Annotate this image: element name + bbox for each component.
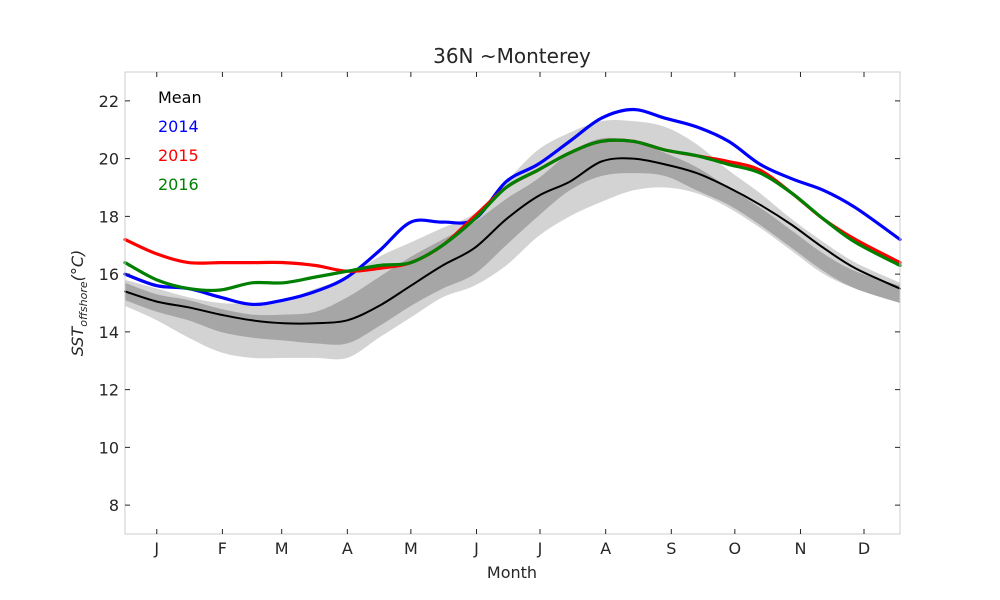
legend-entry-2016: 2016 [158, 175, 199, 194]
y-axis-ticks: 8 10 12 14 16 18 20 22 [99, 92, 900, 515]
series-line-mean [124, 157, 901, 325]
x-tick-label: F [218, 539, 227, 558]
chart-title: 36N ~Monterey [433, 44, 591, 68]
y-tick-label: 18 [99, 207, 119, 226]
x-tick-label: O [729, 539, 742, 558]
y-axis-title-main: SST [68, 326, 87, 357]
y-axis-title-unit: (°C) [68, 250, 87, 282]
x-tick-label: J [537, 539, 543, 558]
y-tick-label: 20 [99, 150, 119, 169]
y-axis-title: SSToffshore(°C) [68, 250, 90, 357]
x-tick-label: A [342, 539, 353, 558]
y-tick-label: 12 [99, 381, 119, 400]
series-line-2016 [123, 138, 902, 293]
legend-entry-mean: Mean [158, 88, 202, 107]
x-tick-label: S [666, 539, 676, 558]
y-axis-title-subscript: offshore [77, 281, 90, 327]
y-tick-label: 8 [109, 496, 119, 515]
plot-frame [124, 71, 901, 535]
x-tick-label: M [275, 539, 289, 558]
y-tick-label: 10 [99, 438, 119, 457]
band-inner [125, 137, 900, 345]
legend: Mean 2014 2015 2016 [158, 88, 202, 194]
confidence-bands [125, 119, 900, 360]
y-tick-label: 22 [99, 92, 119, 111]
legend-entry-2014: 2014 [158, 117, 199, 136]
x-tick-label: J [473, 539, 479, 558]
x-tick-label: N [794, 539, 806, 558]
x-tick-label: A [600, 539, 611, 558]
legend-entry-2015: 2015 [158, 146, 199, 165]
series-line-2014 [123, 107, 902, 307]
y-tick-label: 14 [99, 323, 119, 342]
y-tick-label: 16 [99, 265, 119, 284]
x-tick-label: D [858, 539, 870, 558]
x-tick-label: J [153, 539, 159, 558]
x-tick-label: M [404, 539, 418, 558]
x-axis-title: Month [487, 563, 537, 582]
series-lines [123, 107, 902, 325]
